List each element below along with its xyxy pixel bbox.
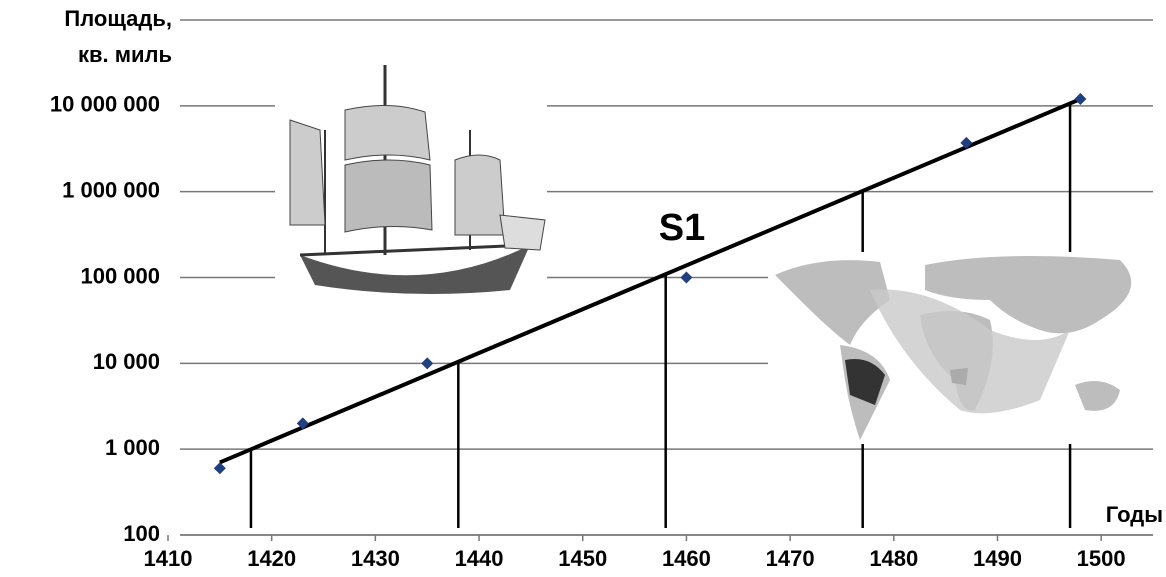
world-map-picture [768,252,1163,444]
y-tick-label: 10 000 000 [50,92,160,117]
x-tick-label: 1410 [144,546,193,571]
x-tick-label: 1430 [351,546,400,571]
y-axis-label: кв. миль [78,42,172,67]
x-tick-label: 1480 [869,546,918,571]
data-point [680,271,693,284]
x-axis-label: Годы [1106,502,1163,527]
data-point [421,357,434,370]
data-point [1074,93,1087,106]
y-tick-label: 1 000 [105,435,160,460]
y-tick-label: 1 000 000 [62,177,160,202]
y-tick-label: 100 000 [80,263,160,288]
y-axis-label: Площадь, [64,6,172,31]
x-tick-label: 1450 [558,546,607,571]
x-tick-label: 1500 [1077,546,1126,571]
ship-picture [275,60,547,298]
x-tick-label: 1440 [455,546,504,571]
x-tick-label: 1460 [662,546,711,571]
x-tick-label: 1420 [247,546,296,571]
x-tick-label: 1470 [766,546,815,571]
y-tick-label: 100 [123,521,160,546]
data-point [213,462,226,475]
trend-line [219,97,1082,465]
annotation: S1 [659,207,705,249]
y-tick-label: 10 000 [93,349,160,374]
data-point [296,417,309,430]
x-tick-label: 1490 [973,546,1022,571]
plot: 100 1 000 10 000 100 000 1 000 000 10 000 000… [50,6,1163,571]
data-point [960,136,973,149]
